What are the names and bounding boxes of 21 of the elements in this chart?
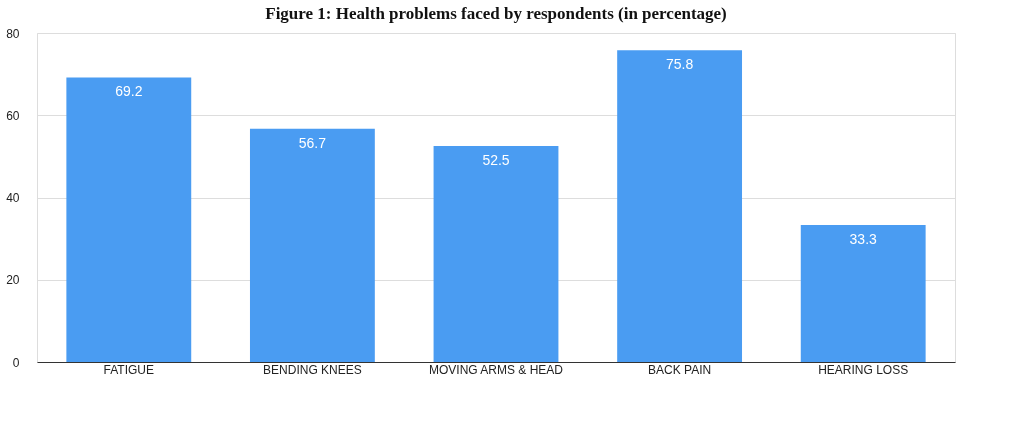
x-tick-label: HEARING LOSS xyxy=(818,362,909,377)
x-tick-label: FATIGUE xyxy=(103,362,155,377)
data-label: 56.7 xyxy=(298,134,327,151)
data-label: 75.8 xyxy=(665,56,694,73)
y-tick-label: 40 xyxy=(6,191,20,205)
y-tick-label: 0 xyxy=(12,355,20,370)
bar xyxy=(433,146,559,362)
data-label: 52.5 xyxy=(482,152,510,169)
bar xyxy=(617,50,743,362)
data-label: 33.3 xyxy=(849,231,878,248)
y-tick-label: 20 xyxy=(6,273,20,288)
x-tick-label: BACK PAIN xyxy=(648,362,712,377)
bar xyxy=(800,225,926,362)
chart-title: Figure 1: Health problems faced by respondents (in percentage) xyxy=(265,4,727,23)
bar xyxy=(249,128,375,362)
y-tick-label: 60 xyxy=(6,108,20,123)
bar xyxy=(66,77,192,362)
x-tick-label: BENDING KNEES xyxy=(263,362,362,377)
x-tick-label: MOVING ARMS & HEAD xyxy=(428,362,564,377)
data-label: 69.2 xyxy=(115,83,143,100)
y-tick-label: 80 xyxy=(6,26,20,41)
